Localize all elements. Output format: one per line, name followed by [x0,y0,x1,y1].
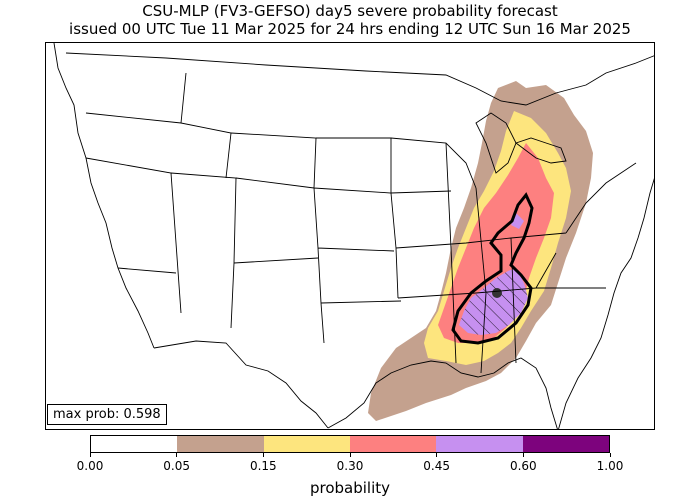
map-title-line-2: issued 00 UTC Tue 11 Mar 2025 for 24 hrs… [69,20,631,38]
colorbar-label: probability [309,479,391,497]
state-lines-west [85,72,237,329]
hatch-area [459,268,528,335]
colorbar-tick-label: 0.30 [336,459,364,473]
colorbar-tick-label: 0.15 [249,459,277,473]
colorbar [90,435,610,453]
colorbar-tick-label: 0.45 [423,459,451,473]
colorbar-tick-label: 1.00 [596,459,624,473]
colorbar-tick [262,453,264,457]
us-mexico-border [153,340,329,429]
political-boundaries [53,43,654,429]
coastline-west [53,43,155,349]
colorbar-segment-5 [522,436,609,452]
map-title-line-1: CSU-MLP (FV3-GEFSO) day5 severe probabil… [142,2,558,20]
colorbar-tick [522,453,524,457]
colorbar-tick-label: 0.05 [163,459,191,473]
us-map [53,43,654,429]
colorbar-segment-2 [263,436,350,452]
colorbar-tick-label: 0.60 [509,459,537,473]
significant-outline [451,192,534,345]
colorbar-tick [349,453,351,457]
canada-border [65,52,654,106]
atlantic-coast [558,178,654,429]
colorbar-segment-0 [91,436,178,452]
map-panel [45,42,655,430]
colorbar-tick-label: 0.00 [76,459,104,473]
max-prob-box: max prob: 0.598 [47,404,167,425]
colorbar-tick [436,453,438,457]
colorbar-segment-3 [349,436,437,452]
max-prob-marker [492,288,502,298]
prob-contour-45-north [511,213,524,229]
colorbar-tick [176,453,178,457]
colorbar-segment-4 [436,436,523,452]
colorbar-tick [609,453,611,457]
gulf-coast [327,357,558,429]
state-lines-central [230,132,402,344]
probability-shading [368,81,593,421]
state-lines-east [390,137,637,374]
colorbar-tick [89,453,91,457]
colorbar-segment-1 [177,436,264,452]
great-lakes [475,112,567,174]
